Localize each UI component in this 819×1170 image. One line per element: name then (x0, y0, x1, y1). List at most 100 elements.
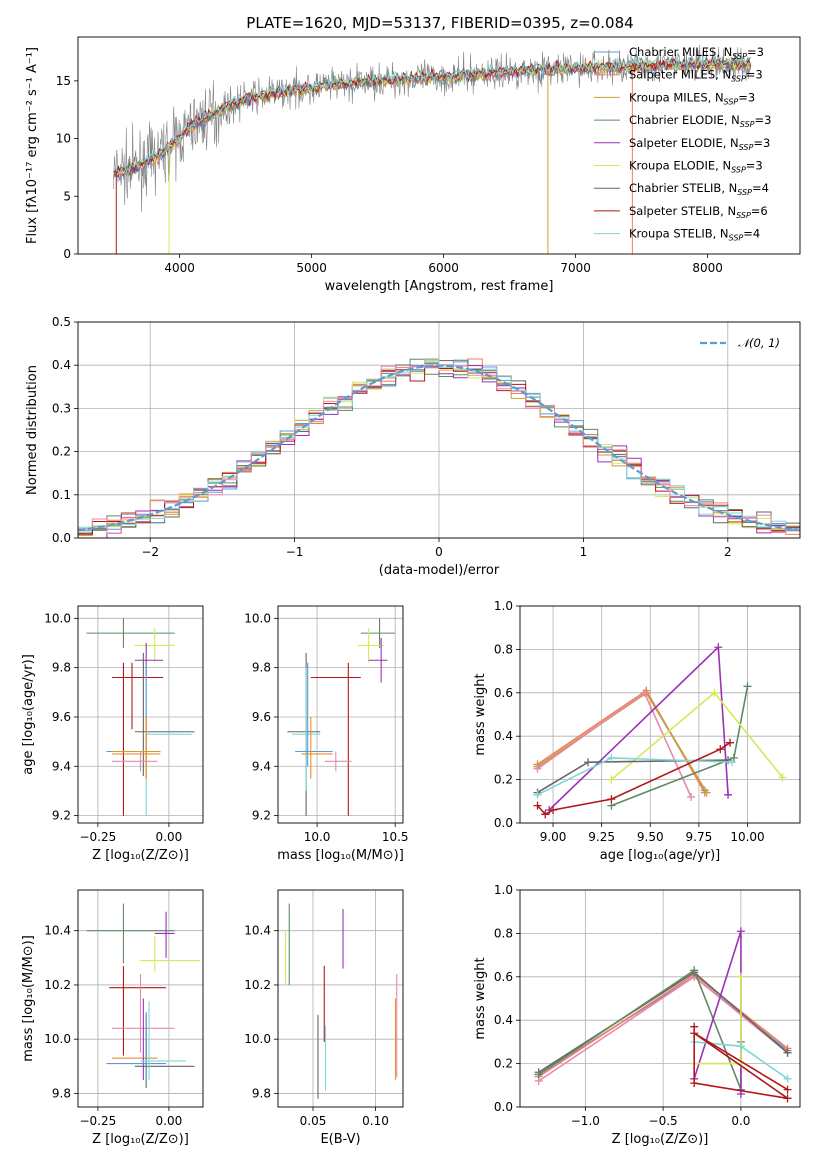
legend-text: Chabrier STELIB, N (629, 181, 737, 195)
y-tick-label: 0.1 (52, 488, 71, 502)
series-marker (690, 1079, 699, 1088)
legend-entry: Kroupa ELODIE, NSSP=3 (629, 159, 763, 175)
y-tick-label: 10.2 (44, 978, 71, 992)
x-axis-label: (data-model)/error (379, 563, 500, 578)
axes-frame (77, 36, 801, 255)
histogram-group (78, 358, 800, 538)
y-tick-label: 9.8 (252, 1086, 271, 1100)
legend-subscript: SSP (724, 97, 739, 106)
y-tick-label: 0.0 (494, 816, 513, 830)
y-tick-label: 5 (63, 189, 71, 203)
y-axis-label: Flux [fλ10⁻¹⁷ erg cm⁻² s⁻¹ A⁻¹] (25, 47, 40, 244)
y-tick-label: 10.0 (44, 1032, 71, 1046)
legend-entry: Chabrier STELIB, NSSP=4 (629, 181, 769, 197)
series-marker (584, 758, 593, 767)
series-marker (783, 1094, 792, 1103)
errorbar-group (284, 903, 398, 1099)
y-tick-label: 9.6 (252, 710, 271, 724)
legend-entry: 𝒩(0, 1) (738, 336, 780, 350)
y-tick-label: 0.0 (494, 1100, 513, 1114)
y-axis-label: mass weight (473, 673, 488, 755)
legend-subscript: SSP (740, 120, 755, 129)
legend-tail: =3 (753, 136, 770, 150)
x-tick-label: −0.5 (649, 1114, 678, 1128)
y-tick-label: 10.0 (44, 611, 71, 625)
legend-tail: =6 (751, 204, 768, 218)
y-tick-label: 0 (63, 247, 71, 261)
series-marker (724, 790, 733, 799)
legend-entry: Kroupa STELIB, NSSP=4 (629, 227, 760, 243)
x-tick-label: 10.5 (382, 830, 409, 844)
y-tick-label: 0.6 (494, 686, 513, 700)
series-marker (736, 1042, 745, 1051)
legend-text: Salpeter MILES, N (629, 68, 731, 82)
y-tick-label: 9.4 (252, 759, 271, 773)
y-tick-label: 9.8 (52, 661, 71, 675)
y-tick-label: 10.0 (244, 1032, 271, 1046)
legend-tail: =3 (747, 45, 764, 59)
x-tick-label: 7000 (560, 261, 591, 275)
series-marker (783, 1048, 792, 1057)
y-tick-label: 9.8 (52, 1086, 71, 1100)
legend-tail: =3 (755, 113, 772, 127)
axes-frame (519, 889, 801, 1108)
series-group (534, 927, 792, 1103)
legend-subscript: SSP (731, 75, 746, 84)
y-axis-label: mass [log₁₀(M/M⊙)] (21, 935, 36, 1062)
legend-subscript: SSP (737, 188, 752, 197)
x-tick-label: −2 (141, 545, 159, 559)
series-marker (690, 1029, 699, 1038)
series-marker (534, 1070, 543, 1079)
legend-text: Kroupa STELIB, N (629, 227, 729, 241)
series-marker (783, 1074, 792, 1083)
axes-frame (519, 605, 801, 824)
series-marker (743, 682, 752, 691)
y-tick-label: 0.4 (494, 729, 513, 743)
series-line (537, 759, 729, 794)
x-axis-label: Z [log₁₀(Z/Z⊙)] (92, 1132, 189, 1147)
x-tick-label: 0.0 (731, 1114, 750, 1128)
legend-text: Kroupa ELODIE, N (629, 159, 731, 173)
legend-tail: =4 (743, 227, 760, 241)
axes-frame (77, 605, 204, 824)
y-tick-label: 10.0 (244, 611, 271, 625)
series-line (536, 742, 731, 816)
y-tick-label: 9.4 (52, 759, 71, 773)
y-tick-label: 10 (56, 132, 71, 146)
legend-text: Chabrier ELODIE, N (629, 113, 740, 127)
series-marker (710, 688, 719, 697)
y-tick-label: 10.4 (44, 924, 71, 938)
y-tick-label: 0.8 (494, 926, 513, 940)
x-axis-label: Z [log₁₀(Z/Z⊙)] (92, 848, 189, 863)
y-tick-label: 0.5 (52, 315, 71, 329)
y-tick-label: 0.0 (52, 531, 71, 545)
model-spectrum (113, 56, 751, 178)
x-tick-label: −0.25 (79, 830, 116, 844)
series-marker (607, 795, 616, 804)
axes-frame (77, 889, 204, 1108)
y-tick-label: 0.2 (494, 773, 513, 787)
x-tick-label: 5000 (296, 261, 327, 275)
legend-entry: Salpeter MILES, NSSP=3 (629, 68, 763, 84)
series-marker (533, 790, 542, 799)
series-marker (778, 773, 787, 782)
y-tick-label: 0.2 (52, 445, 71, 459)
series-group (533, 643, 787, 819)
series-marker (541, 810, 550, 819)
series-line (537, 691, 692, 798)
legend-subscript: SSP (732, 52, 747, 61)
x-axis-label: E(B-V) (320, 1132, 360, 1147)
series-marker (727, 758, 736, 767)
y-tick-label: 1.0 (494, 599, 513, 613)
x-tick-label: 0.05 (300, 1114, 327, 1128)
legend-text: Kroupa MILES, N (629, 90, 724, 104)
normal-curve (78, 364, 798, 532)
axes-frame (277, 889, 404, 1108)
y-tick-label: 0.2 (494, 1057, 513, 1071)
legend-subscript: SSP (729, 234, 744, 243)
x-axis-label: wavelength [Angstrom, rest frame] (325, 279, 554, 294)
x-tick-label: 10.00 (730, 830, 764, 844)
legend-entry: Salpeter ELODIE, NSSP=3 (629, 136, 770, 152)
series-marker (736, 927, 745, 936)
figure-title: PLATE=1620, MJD=53137, FIBERID=0395, z=0… (246, 14, 633, 32)
